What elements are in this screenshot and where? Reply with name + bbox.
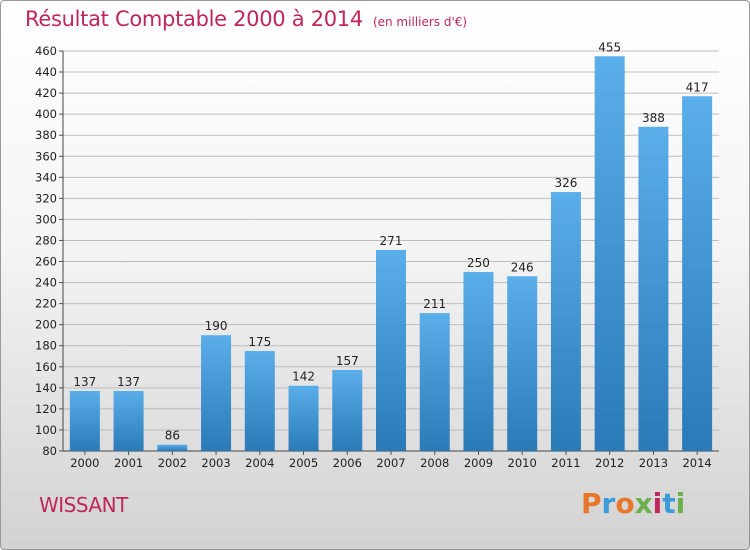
x-tick-label: 2000 xyxy=(70,456,99,470)
data-label: 388 xyxy=(642,111,665,125)
data-label: 326 xyxy=(554,176,577,190)
brand-letter: P xyxy=(581,487,602,520)
x-tick-label: 2006 xyxy=(333,456,362,470)
bar xyxy=(638,126,669,451)
brand-letter: o xyxy=(615,487,635,520)
data-label: 246 xyxy=(511,260,534,274)
chart-title: Résultat Comptable 2000 à 2014 xyxy=(25,7,363,31)
commune-name: WISSANT xyxy=(39,493,128,517)
y-tick-label: 240 xyxy=(35,276,57,290)
x-tick-label: 2007 xyxy=(376,456,405,470)
x-tick-label: 2012 xyxy=(595,456,624,470)
x-tick-label: 2002 xyxy=(158,456,187,470)
y-tick-label: 80 xyxy=(42,444,57,458)
y-tick-label: 260 xyxy=(35,255,57,269)
y-tick-label: 380 xyxy=(35,128,57,142)
axes: 80 100 120 140 160 180 200 220 240 260 280 300 320 34… xyxy=(35,44,719,470)
y-tick-label: 140 xyxy=(35,381,57,395)
data-label: 137 xyxy=(117,375,140,389)
data-label: 417 xyxy=(686,80,709,94)
brand-letter: r xyxy=(601,487,616,520)
y-tick-label: 100 xyxy=(35,423,57,437)
x-tick-label: 2014 xyxy=(682,456,711,470)
x-tick-label: 2005 xyxy=(289,456,318,470)
chart-subtitle: (en milliers d'€) xyxy=(372,15,468,29)
data-label: 137 xyxy=(73,375,96,389)
brand-letter: x xyxy=(634,487,653,520)
bar xyxy=(244,351,275,451)
bar xyxy=(69,391,100,451)
y-tick-label: 200 xyxy=(35,318,57,332)
x-tick-label: 2008 xyxy=(420,456,449,470)
x-tick-label: 2011 xyxy=(551,456,580,470)
y-tick-label: 360 xyxy=(35,149,57,163)
bar xyxy=(201,335,232,451)
y-tick-label: 120 xyxy=(35,402,57,416)
bar xyxy=(550,192,581,452)
data-label: 271 xyxy=(380,234,403,248)
y-tick-label: 420 xyxy=(35,86,57,100)
x-tick-label: 2010 xyxy=(508,456,537,470)
data-label: 142 xyxy=(292,370,315,384)
y-tick-label: 160 xyxy=(35,360,57,374)
bar xyxy=(376,249,406,451)
x-tick-label: 2003 xyxy=(201,456,230,470)
x-tick-label: 2004 xyxy=(245,456,274,470)
brand-logo: Proxiti xyxy=(581,487,685,520)
y-tick-label: 460 xyxy=(35,44,57,58)
bar xyxy=(113,391,144,451)
data-label: 250 xyxy=(467,256,490,270)
data-label: 455 xyxy=(598,40,621,54)
bar xyxy=(332,369,363,451)
brand-letter: t xyxy=(662,487,676,520)
bar xyxy=(682,96,713,452)
y-tick-label: 280 xyxy=(35,233,57,247)
data-label: 190 xyxy=(205,319,228,333)
x-tick-label: 2013 xyxy=(639,456,668,470)
bar xyxy=(419,313,450,451)
y-tick-label: 400 xyxy=(35,107,57,121)
brand-letter: i xyxy=(675,487,686,520)
y-tick-label: 180 xyxy=(35,339,57,353)
y-tick-label: 300 xyxy=(35,212,57,226)
brand-letter: i xyxy=(652,487,663,520)
title-row: Résultat Comptable 2000 à 2014 (en millie… xyxy=(25,7,467,31)
x-tick-label: 2009 xyxy=(464,456,493,470)
data-label: 157 xyxy=(336,354,359,368)
y-tick-label: 220 xyxy=(35,297,57,311)
bar xyxy=(594,56,625,452)
value-labels: 137 137 86 190 175 142 157 271 211 250 246 326 455 38… xyxy=(73,40,708,442)
y-tick-label: 340 xyxy=(35,170,57,184)
y-tick-label: 440 xyxy=(35,65,57,79)
data-label: 175 xyxy=(248,335,271,349)
bar xyxy=(157,444,188,451)
x-tick-label: 2001 xyxy=(114,456,143,470)
y-tick-label: 320 xyxy=(35,191,57,205)
bars xyxy=(69,56,713,452)
bar xyxy=(463,272,494,451)
data-label: 86 xyxy=(165,429,180,443)
bar xyxy=(288,385,319,451)
bar xyxy=(507,276,538,451)
data-label: 211 xyxy=(423,297,446,311)
